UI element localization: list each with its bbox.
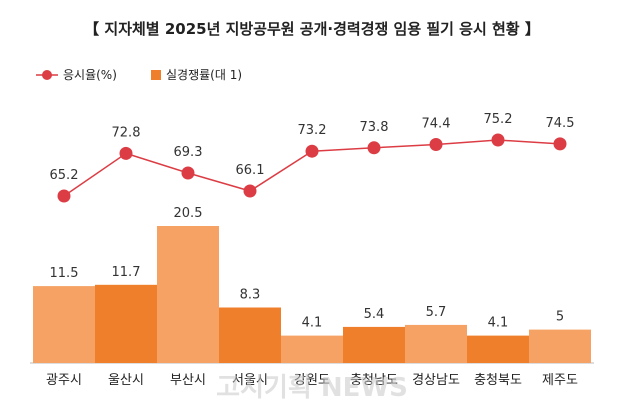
category-label: 부산시 — [170, 373, 206, 388]
bar-6 — [405, 324, 467, 363]
bar-value-label: 11.7 — [112, 265, 141, 280]
line-point-0 — [57, 189, 71, 203]
watermark: 고시기획 NEWS — [216, 373, 408, 403]
bar-value-label: 11.5 — [50, 266, 79, 281]
bar-2 — [157, 226, 219, 363]
bar-3 — [219, 307, 281, 363]
line-point-8 — [553, 137, 567, 151]
bar-value-label: 5 — [556, 310, 564, 325]
legend-line-label: 응시율(%) — [63, 68, 117, 82]
line-point-4 — [305, 144, 319, 158]
line-point-2 — [181, 166, 195, 180]
category-label: 울산시 — [108, 373, 144, 388]
bar-8 — [529, 329, 591, 363]
line-point-3 — [243, 184, 257, 198]
legend-bar-label: 실경쟁률(대 1) — [166, 68, 242, 82]
line-value-label: 74.4 — [422, 117, 451, 132]
legend: 응시율(%) 실경쟁률(대 1) — [36, 68, 242, 82]
category-label: 제주도 — [542, 373, 578, 388]
bar-7 — [467, 335, 529, 363]
category-labels-group: 광주시 울산시 부산시 서울시 강원도 충청남도 경상남도 충청북도 제주도 — [46, 373, 578, 388]
bar-value-label: 4.1 — [488, 316, 509, 331]
bar-1 — [95, 284, 157, 363]
line-value-label: 65.2 — [50, 168, 79, 183]
category-label: 충청남도 — [350, 373, 398, 388]
bar-4 — [281, 335, 343, 363]
bars-group: 11.5 11.7 20.5 8.3 4.1 5.4 5.7 4.1 5 — [33, 206, 591, 363]
line-value-label: 69.3 — [174, 145, 203, 160]
line-value-label: 72.8 — [112, 125, 141, 140]
category-label: 광주시 — [46, 373, 82, 388]
bar-value-label: 8.3 — [240, 288, 261, 303]
chart-title: 【 지자체별 2025년 지방공무원 공개·경력경쟁 임용 필기 응시 현황 】 — [84, 20, 540, 38]
legend-bar-swatch — [151, 70, 161, 80]
bar-0 — [33, 286, 95, 363]
line-point-7 — [491, 133, 505, 147]
line-series-group: 65.2 72.8 69.3 66.1 73.2 73.8 74.4 75.2 74.5 — [50, 112, 575, 203]
category-label: 서울시 — [232, 373, 268, 388]
category-label: 경상남도 — [412, 373, 460, 388]
bar-value-label: 5.7 — [426, 305, 447, 320]
line-value-label: 66.1 — [236, 163, 265, 178]
line-value-label: 74.5 — [546, 116, 575, 131]
line-value-label: 73.8 — [360, 120, 389, 135]
line-point-1 — [119, 146, 133, 160]
bar-value-label: 5.4 — [364, 307, 385, 322]
legend-line-marker — [42, 70, 52, 80]
bar-5 — [343, 326, 405, 363]
line-point-5 — [367, 141, 381, 155]
line-value-label: 73.2 — [298, 123, 327, 138]
category-label: 충청북도 — [474, 373, 522, 388]
bar-value-label: 20.5 — [174, 206, 203, 221]
line-point-6 — [429, 138, 443, 151]
category-label: 강원도 — [294, 373, 330, 388]
bar-value-label: 4.1 — [302, 316, 323, 331]
line-value-label: 75.2 — [484, 112, 513, 127]
